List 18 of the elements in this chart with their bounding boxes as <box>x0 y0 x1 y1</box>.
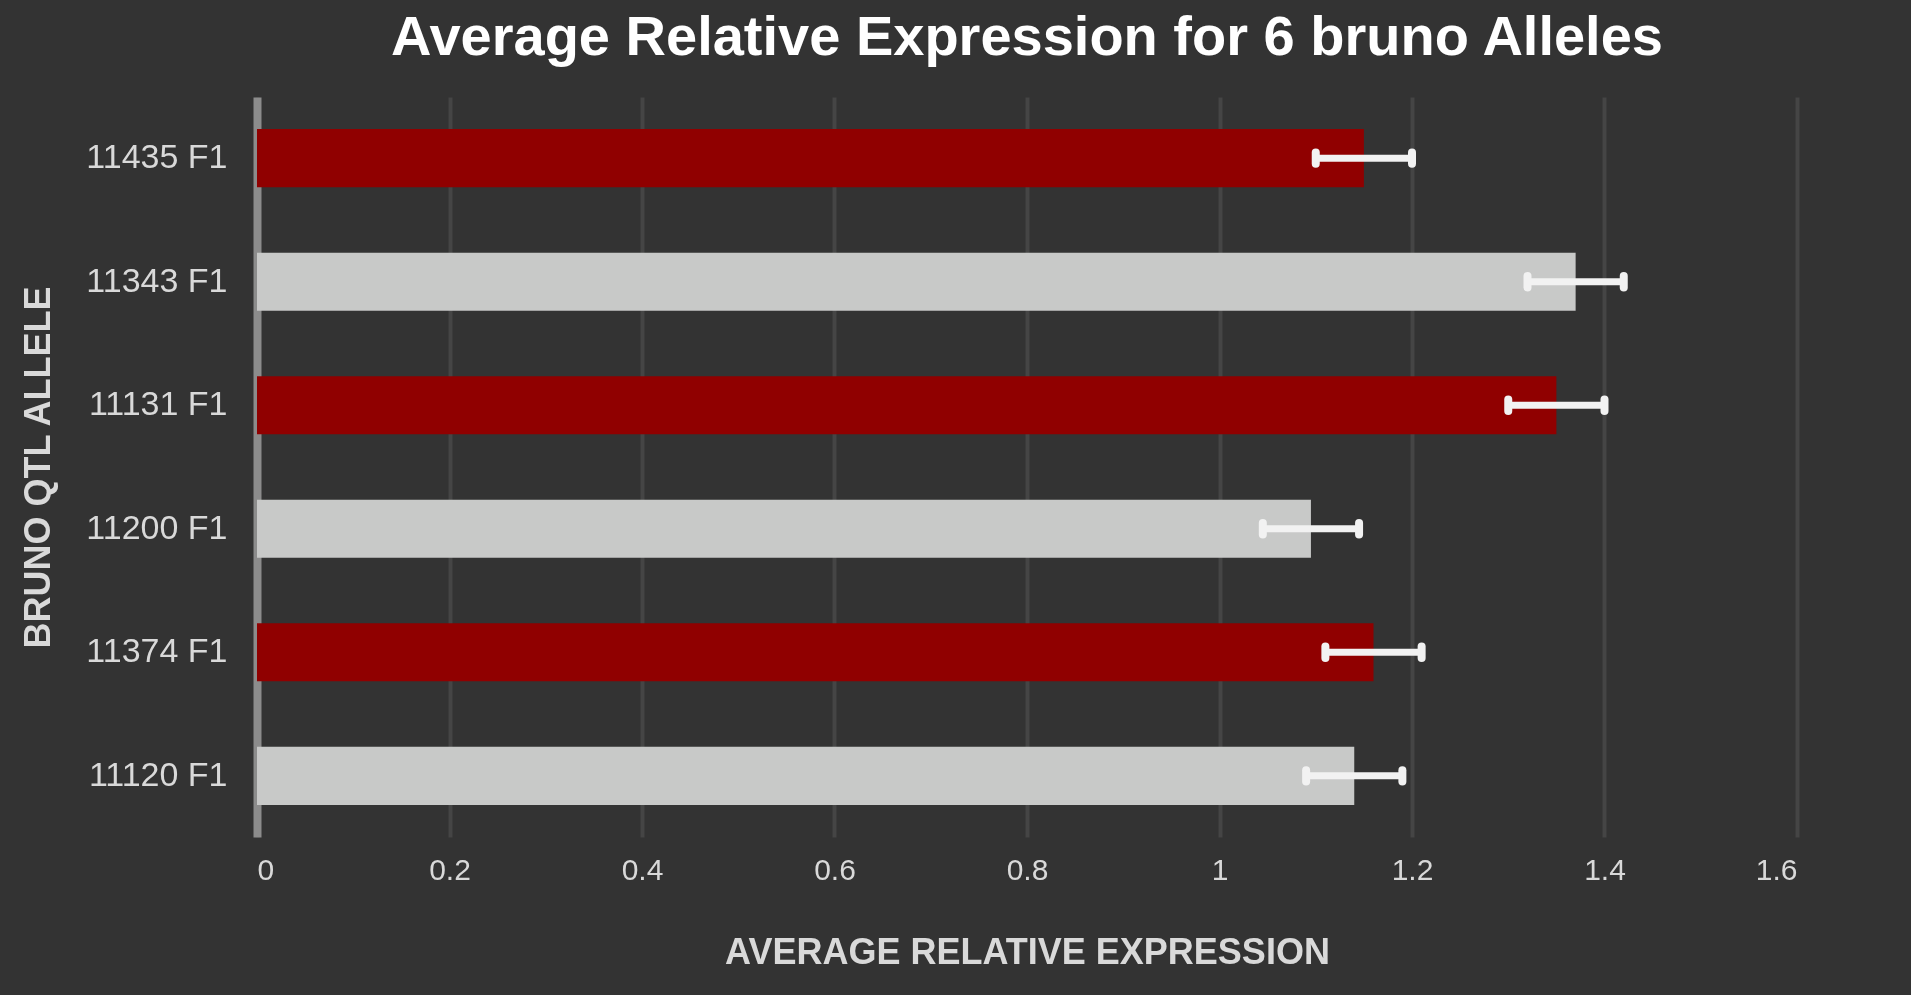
x-tick-label: 0.6 <box>814 852 856 886</box>
x-tick-label: 0.2 <box>429 852 471 886</box>
x-tick-label: 1.4 <box>1584 852 1626 886</box>
y-tick-label: 11343 F1 <box>86 260 228 299</box>
y-tick-label: 11374 F1 <box>86 631 228 670</box>
y-tick-label: 11120 F1 <box>88 754 228 793</box>
y-tick-label: 11200 F1 <box>86 507 228 546</box>
x-tick-label: 1 <box>1211 852 1229 886</box>
y-tick-label: 11131 F1 <box>88 384 228 423</box>
chart-title: Average Relative Expression for 6 bruno Alleles <box>391 4 1663 67</box>
y-tick-label: 11435 F1 <box>86 137 228 176</box>
x-tick-label: 0 <box>257 852 275 886</box>
x-tick-label: 1.6 <box>1755 852 1798 886</box>
x-axis-title: AVERAGE RELATIVE EXPRESSION <box>725 930 1330 972</box>
x-tick-label: 1.2 <box>1391 852 1434 886</box>
x-tick-label: 0.4 <box>621 852 664 886</box>
x-tick-label: 0.8 <box>1006 852 1049 886</box>
y-axis-title: BRUNO QTL ALLELE <box>17 286 59 649</box>
